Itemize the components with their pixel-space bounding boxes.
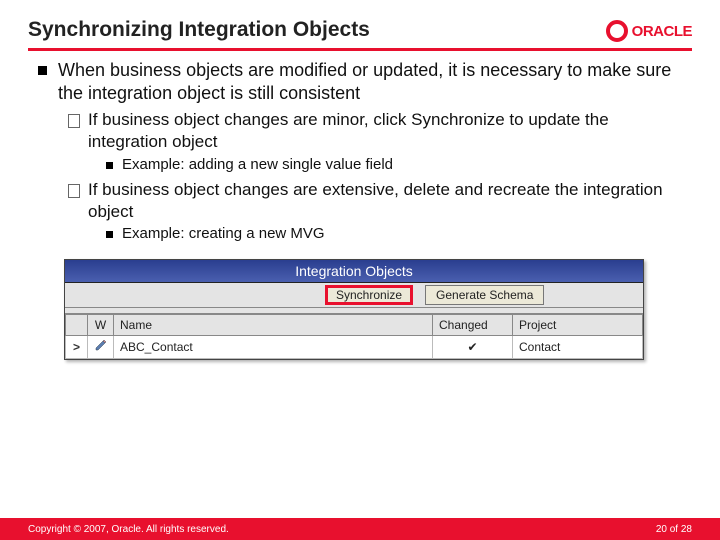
bullet-l3-text: Example: creating a new MVG [122, 225, 325, 242]
embedded-screenshot: Integration Objects Synchronize Generate… [64, 259, 644, 360]
cell-changed: ✔ [433, 335, 513, 358]
row-pointer-icon: > [66, 335, 88, 358]
window-titlebar: Integration Objects [65, 260, 643, 283]
cell-w [88, 335, 114, 358]
page-number: 20 of 28 [656, 524, 692, 535]
bullet-l3-text: Example: adding a new single value field [122, 156, 393, 173]
footer-bar: Copyright © 2007, Oracle. All rights res… [0, 518, 720, 540]
cell-project: Contact [513, 335, 643, 358]
bullet-l1-text: When business objects are modified or up… [58, 60, 671, 103]
bullet-l2: If business object changes are minor, cl… [58, 109, 684, 175]
col-w: W [88, 314, 114, 335]
bullet-l3: Example: adding a new single value field [88, 155, 684, 175]
col-name: Name [114, 314, 433, 335]
synchronize-button[interactable]: Synchronize [325, 285, 413, 305]
cell-name: ABC_Contact [114, 335, 433, 358]
table-row[interactable]: > ABC_Contact ✔ Contact [66, 335, 643, 358]
table-header-row: W Name Changed Project [66, 314, 643, 335]
col-project: Project [513, 314, 643, 335]
bullet-l2-text: If business object changes are extensive… [88, 180, 663, 221]
toolbar: Synchronize Generate Schema [65, 283, 643, 308]
col-changed: Changed [433, 314, 513, 335]
pencil-edit-icon [95, 339, 107, 351]
bullet-l1: When business objects are modified or up… [36, 59, 684, 245]
content-area: When business objects are modified or up… [0, 51, 720, 540]
oracle-logo-text: ORACLE [632, 23, 692, 40]
col-pointer [66, 314, 88, 335]
bullet-l2-text: If business object changes are minor, cl… [88, 110, 609, 151]
generate-schema-button[interactable]: Generate Schema [425, 285, 544, 305]
oracle-logo: ORACLE [606, 20, 692, 42]
integration-objects-table: W Name Changed Project > AB [65, 314, 643, 359]
copyright-text: Copyright © 2007, Oracle. All rights res… [28, 524, 229, 535]
oracle-o-icon [606, 20, 628, 42]
bullet-l2: If business object changes are extensive… [58, 179, 684, 245]
slide-title: Synchronizing Integration Objects [28, 18, 370, 42]
bullet-l3: Example: creating a new MVG [88, 224, 684, 244]
